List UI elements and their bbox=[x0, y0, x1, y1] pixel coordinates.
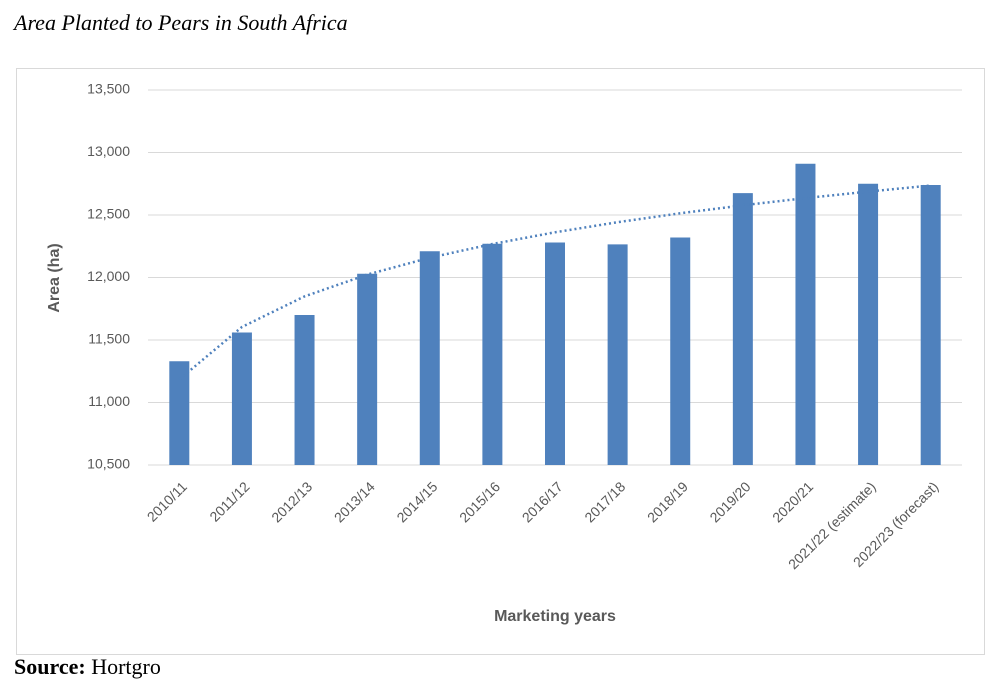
x-tick-label: 2016/17 bbox=[519, 478, 566, 525]
x-tick-label: 2010/11 bbox=[144, 478, 191, 525]
bar bbox=[607, 244, 628, 465]
x-tick-label: 2013/14 bbox=[331, 478, 378, 525]
bar bbox=[920, 185, 941, 465]
bar bbox=[482, 243, 503, 465]
x-axis-label: Marketing years bbox=[494, 608, 616, 625]
chart-frame bbox=[16, 68, 985, 655]
bar bbox=[357, 273, 378, 465]
x-tick-label: 2019/20 bbox=[706, 478, 753, 525]
x-tick-label: 2014/15 bbox=[393, 478, 440, 525]
bar bbox=[670, 237, 691, 465]
source-text: Hortgro bbox=[91, 654, 161, 679]
chart-title: Area Planted to Pears in South Africa bbox=[12, 10, 348, 35]
bar bbox=[419, 251, 440, 465]
trendline bbox=[178, 184, 931, 381]
x-tick-label: 2015/16 bbox=[456, 478, 503, 525]
source-note: Source: Hortgro bbox=[14, 654, 161, 679]
x-tick-label: 2017/18 bbox=[581, 478, 628, 525]
x-tick-label: 2018/19 bbox=[644, 478, 691, 525]
y-tick-label: 10,500 bbox=[87, 456, 130, 472]
y-tick-label: 13,500 bbox=[87, 81, 130, 97]
x-tick-label: 2020/21 bbox=[769, 478, 816, 525]
y-tick-label: 11,500 bbox=[88, 331, 130, 347]
source-label: Source: bbox=[14, 654, 86, 679]
y-tick-label: 11,000 bbox=[88, 393, 130, 409]
bar bbox=[545, 242, 565, 465]
x-tick-label: 2012/13 bbox=[268, 478, 315, 525]
bar bbox=[795, 163, 816, 465]
y-axis-label: Area (ha) bbox=[46, 243, 63, 312]
bar bbox=[294, 315, 315, 465]
y-tick-label: 13,000 bbox=[87, 143, 130, 159]
bar bbox=[231, 332, 252, 465]
bar bbox=[732, 193, 753, 465]
y-tick-label: 12,000 bbox=[87, 268, 130, 284]
y-tick-label: 12,500 bbox=[87, 206, 130, 222]
bar bbox=[169, 361, 190, 465]
bar bbox=[858, 183, 879, 465]
x-tick-label: 2011/12 bbox=[206, 478, 253, 525]
